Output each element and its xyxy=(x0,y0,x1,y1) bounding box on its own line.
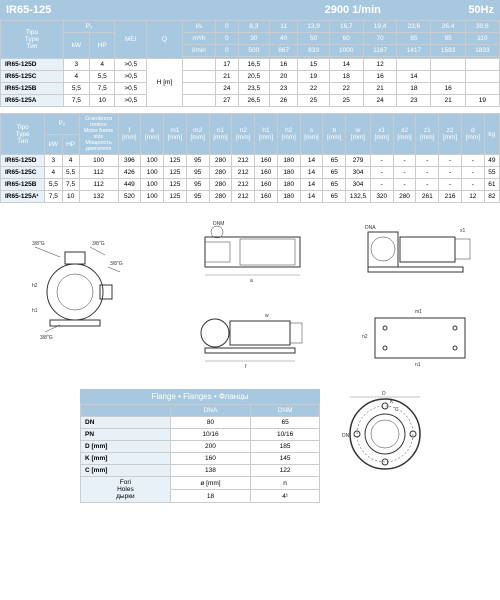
svg-text:DNA: DNA xyxy=(365,225,376,231)
table-row: DN8065 xyxy=(81,417,320,429)
svg-text:h1: h1 xyxy=(32,308,38,314)
speed-label: 2900 1/min xyxy=(237,4,468,16)
dimensions-table-section: Tipo Type Тип P₂ Grandezza motore Motor … xyxy=(0,113,500,203)
pump-top-diagram: DNM a xyxy=(195,217,305,287)
svg-text:m1: m1 xyxy=(415,309,422,315)
performance-table: Tipo Type Тип P₂ MEI Q l/s 08,31113,916,… xyxy=(0,20,500,107)
table-row: IR65-125A7,510>0,52726,526252524232119 xyxy=(1,95,500,107)
flange-diagram: D K C DN xyxy=(340,389,420,469)
col-q: Q xyxy=(147,21,183,59)
dimensions-table: Tipo Type Тип P₂ Grandezza motore Motor … xyxy=(0,113,500,203)
flange-table-wrap: Flange • Flanges • Фланцы DNADNM DN8065P… xyxy=(80,389,320,503)
pump-side-diagram: 3/8"G 3/8"G 3/8"G 3/8"G h2 h1 xyxy=(30,217,140,287)
svg-text:h2: h2 xyxy=(32,283,38,289)
diagrams-row: 3/8"G 3/8"G 3/8"G 3/8"G h2 h1 DNM a x1 xyxy=(0,209,500,295)
hz-label: 50Hz xyxy=(468,4,494,16)
flange-title: Flange • Flanges • Фланцы xyxy=(80,389,320,404)
svg-text:x1: x1 xyxy=(460,228,466,234)
svg-text:DN: DN xyxy=(342,433,350,439)
svg-text:3/8"G: 3/8"G xyxy=(110,261,123,267)
svg-text:w: w xyxy=(265,313,269,319)
table-row: K [mm]160145 xyxy=(81,453,320,465)
svg-text:3/8"G: 3/8"G xyxy=(92,241,105,247)
table-row: D [mm]200185 xyxy=(81,441,320,453)
svg-text:DNM: DNM xyxy=(213,221,224,227)
svg-text:f: f xyxy=(245,364,247,370)
performance-table-section: Tipo Type Тип P₂ MEI Q l/s 08,31113,916,… xyxy=(0,20,500,107)
flange-section: Flange • Flanges • Фланцы DNADNM DN8065P… xyxy=(0,381,500,511)
table-row: IR65-125C45,5112426100125952802121601801… xyxy=(1,167,500,179)
col-mei: MEI xyxy=(115,21,147,59)
table-row: IR65-125C45,5>0,52120,52019181614 xyxy=(1,71,500,83)
header-bar: IR65-125 2900 1/min 50Hz xyxy=(0,0,500,20)
svg-text:C: C xyxy=(395,407,399,413)
svg-text:D: D xyxy=(382,391,386,397)
svg-text:n2: n2 xyxy=(362,334,368,340)
svg-text:a: a xyxy=(250,278,253,284)
table-row: IR65-125B5,57,51124491001259528021216018… xyxy=(1,179,500,191)
table-row: IR65-125D34>0,5H [m]1716,516151412 xyxy=(1,59,500,71)
table-row: IR65-125B5,57,5>0,52423,5232222211816 xyxy=(1,83,500,95)
col-type: Tipo Type Тип xyxy=(1,21,64,59)
table-row: IR65-125A¹7,5101325201001259528021216018… xyxy=(1,191,500,203)
svg-text:3/8"G: 3/8"G xyxy=(32,241,45,247)
svg-text:3/8"G: 3/8"G xyxy=(40,335,53,341)
model-title: IR65-125 xyxy=(6,4,237,16)
svg-text:n1: n1 xyxy=(415,362,421,368)
col-ls: l/s xyxy=(182,21,215,33)
table-row: C [mm]138122 xyxy=(81,465,320,477)
col-p2: P₂ xyxy=(63,21,115,33)
table-row: IR65-125D3410039610012595280212160180146… xyxy=(1,155,500,167)
table-row: PN10/1610/16 xyxy=(81,429,320,441)
pump-assembly-diagram: x1 DNA xyxy=(360,217,470,287)
flange-table: DNADNM DN8065PN10/1610/16D [mm]200185K [… xyxy=(80,404,320,503)
base-plate-diagram: m1 n1 n2 xyxy=(360,303,470,373)
pump-side-motor-diagram: f w xyxy=(195,303,305,373)
